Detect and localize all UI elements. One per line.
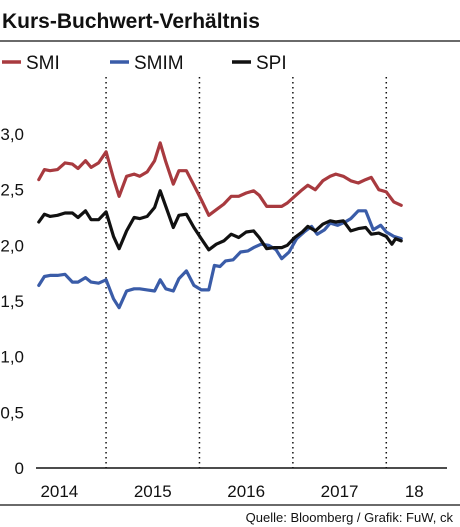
x-tick-label: 2017 <box>321 482 359 501</box>
legend: SMI SMIM SPI <box>2 53 287 74</box>
y-tick-label: 1,0 <box>0 348 24 367</box>
y-tick-label: 0,5 <box>0 403 24 422</box>
y-tick-label: 3,0 <box>0 125 24 144</box>
series-lines <box>37 141 403 310</box>
legend-label-smim: SMIM <box>134 53 184 74</box>
y-tick-label: 2,0 <box>0 236 24 255</box>
source-note: Quelle: Bloomberg / Grafik: FuW, ck <box>246 510 454 525</box>
x-tick-label: 2015 <box>134 482 172 501</box>
series-line-spi <box>37 189 403 252</box>
chart-title: Kurs-Buchwert-Verhältnis <box>2 10 260 33</box>
series-line-smim <box>37 209 403 310</box>
year-dividers <box>105 77 388 468</box>
x-axis-labels: 2014 2015 2016 2017 18 <box>40 482 423 501</box>
y-tick-label: 2,5 <box>0 181 24 200</box>
x-tick-label: 2016 <box>227 482 265 501</box>
y-tick-label: 0 <box>15 459 24 478</box>
y-axis-ticks: 0 0,5 1,0 1,5 2,0 2,5 3,0 <box>0 125 24 478</box>
x-tick-label: 18 <box>405 482 424 501</box>
y-tick-label: 1,5 <box>0 292 24 311</box>
series-line-smi <box>37 141 403 217</box>
x-tick-label: 2014 <box>40 482 78 501</box>
legend-label-smi: SMI <box>26 53 60 74</box>
legend-label-spi: SPI <box>256 53 287 74</box>
